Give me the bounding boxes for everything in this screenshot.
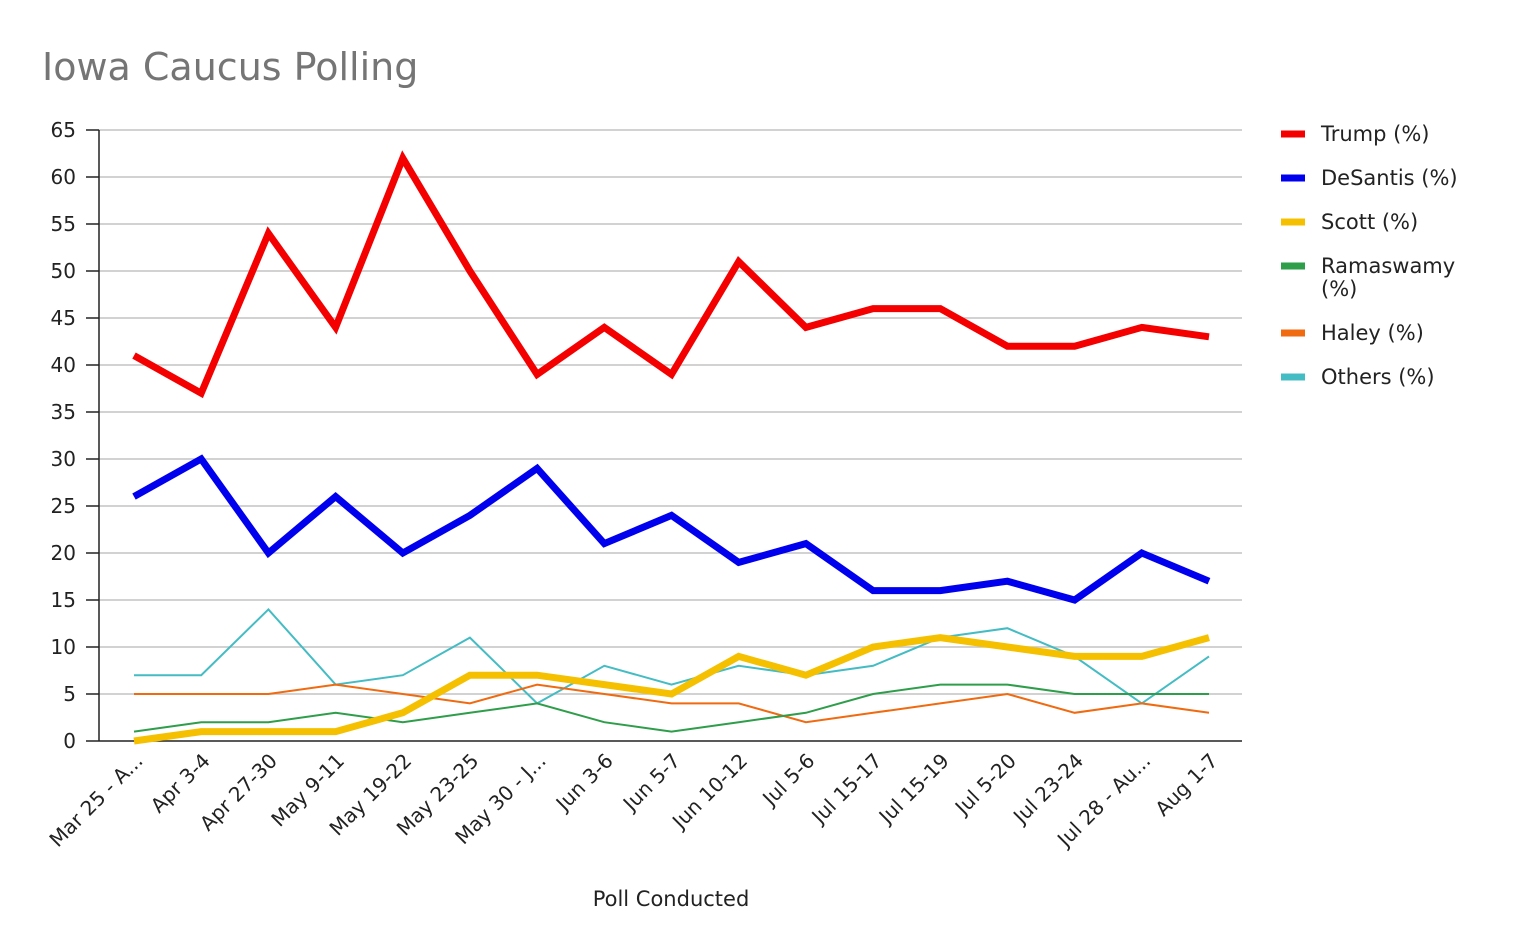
y-tick-label: 45: [51, 306, 76, 330]
y-tick-label: 60: [51, 165, 76, 189]
x-tick-label: Jun 3-6: [550, 749, 618, 817]
series-line-haley: [134, 683, 1210, 724]
y-axis: 0 5 10 15 20 25 30 35 40 45 50 55 60 65: [51, 118, 1242, 753]
series-line-others: [134, 607, 1210, 705]
series-line-desantis: [132, 454, 1211, 604]
legend: Trump (%) DeSantis (%) Scott (%) Ramaswamy(…: [1281, 122, 1458, 389]
y-tick-label: 40: [51, 353, 76, 377]
series-line-scott: [133, 634, 1210, 745]
legend-label-haley: Haley (%): [1321, 321, 1424, 345]
y-tick-label: 35: [51, 400, 76, 424]
y-tick-label: 25: [51, 494, 76, 518]
legend-label-desantis: DeSantis (%): [1321, 166, 1458, 190]
y-tick-label: 50: [51, 259, 76, 283]
x-axis-title: Poll Conducted: [593, 887, 750, 911]
y-tick-label: 30: [51, 447, 76, 471]
y-tick-label: 0: [63, 729, 76, 753]
series-lines: [132, 150, 1211, 745]
legend-label-ramaswamy: (%): [1321, 277, 1357, 301]
x-tick-label: Aug 1-7: [1150, 749, 1222, 821]
series-line-ramaswamy: [133, 683, 1209, 733]
x-tick-label: Mar 25 - A...: [44, 749, 147, 852]
x-tick-label: Jul 5-6: [756, 749, 819, 812]
y-tick-label: 5: [63, 682, 76, 706]
y-tick-label: 20: [51, 541, 76, 565]
y-tick-label: 10: [51, 635, 76, 659]
y-tick-label: 15: [51, 588, 76, 612]
x-tick-label: Jul 15-19: [873, 749, 954, 830]
x-tick-label: Jun 5-7: [617, 749, 685, 817]
grid: [99, 129, 1242, 695]
legend-label-scott: Scott (%): [1321, 210, 1418, 234]
legend-label-trump: Trump (%): [1320, 122, 1430, 146]
chart-title: Iowa Caucus Polling: [42, 45, 418, 89]
legend-label-ramaswamy: Ramaswamy: [1321, 254, 1455, 278]
x-tick-label: Jul 15-17: [806, 749, 887, 830]
series-line-trump: [132, 150, 1210, 399]
legend-label-others: Others (%): [1321, 365, 1435, 389]
x-tick-label: Apr 3-4: [146, 749, 215, 818]
y-tick-label: 65: [51, 118, 76, 142]
y-tick-label: 55: [51, 212, 76, 236]
